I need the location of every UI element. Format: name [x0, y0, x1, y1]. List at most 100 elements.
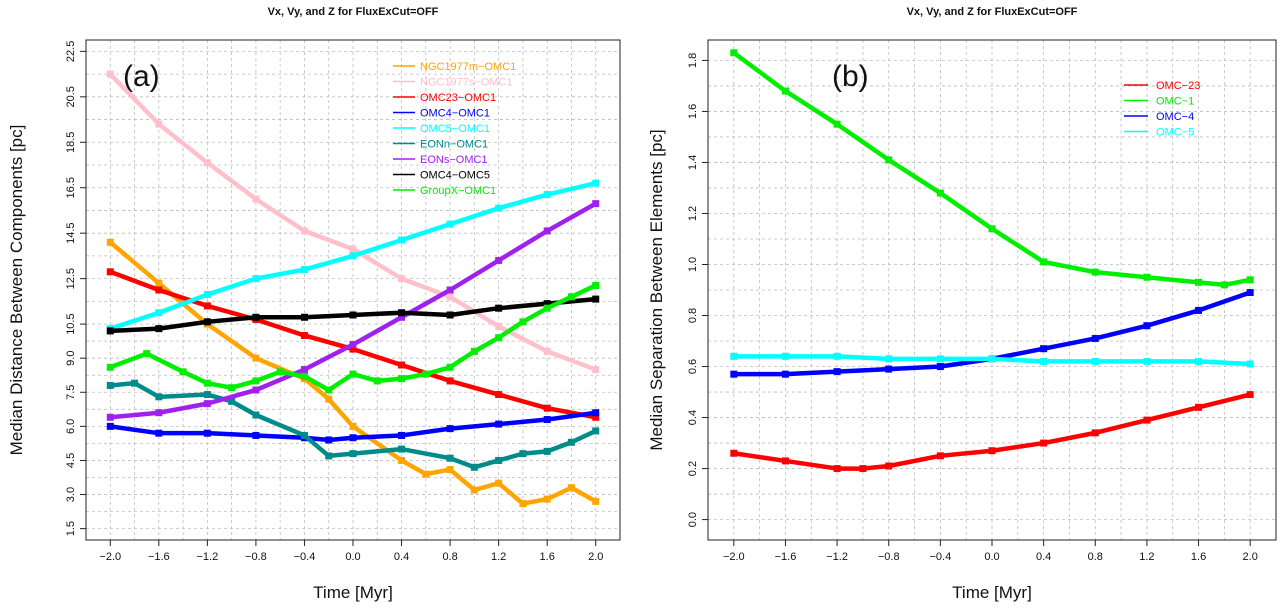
series-omc-5 [730, 352, 1254, 368]
y-tick-label: 3.0 [65, 487, 77, 502]
y-tick-label: 4.5 [65, 453, 77, 468]
data-point [422, 370, 430, 378]
data-point [730, 370, 738, 378]
data-point [325, 395, 333, 403]
data-point [1143, 273, 1151, 281]
y-tick-label: 1.4 [687, 155, 699, 170]
x-tick-label: 0.0 [345, 551, 360, 563]
data-point [203, 391, 211, 399]
data-point [398, 309, 406, 317]
y-tick-label: 12.5 [65, 268, 77, 289]
data-point [781, 457, 789, 465]
legend-item: OMC23−OMC1 [393, 92, 496, 104]
data-point [730, 352, 738, 360]
legend-label: OMC5−OMC1 [420, 123, 490, 135]
data-point [398, 445, 406, 453]
data-point [252, 431, 260, 439]
data-point [203, 379, 211, 387]
data-point [1091, 429, 1099, 437]
data-point [1195, 306, 1203, 314]
series-line [109, 410, 597, 443]
data-point [567, 438, 575, 446]
data-point [155, 409, 163, 417]
data-point [592, 497, 600, 505]
data-point [833, 120, 841, 128]
data-point [495, 322, 503, 330]
y-tick-label: 0.6 [687, 359, 699, 374]
data-point [885, 355, 893, 363]
data-point [252, 386, 260, 394]
data-point [228, 384, 236, 392]
legend-label: OMC4−OMC5 [420, 170, 490, 182]
data-point [781, 87, 789, 95]
y-tick-label: 7.5 [65, 385, 77, 400]
y-tick-label: 1.6 [687, 104, 699, 119]
data-point [519, 450, 527, 458]
series-line [733, 392, 1251, 471]
data-point [203, 302, 211, 310]
x-tick-label: −1.6 [148, 551, 170, 563]
data-point [936, 363, 944, 371]
data-point [422, 470, 430, 478]
data-point [592, 366, 600, 374]
data-point [567, 293, 575, 301]
data-point [1040, 357, 1048, 365]
legend-label: OMC−23 [1156, 80, 1200, 92]
data-point [592, 409, 600, 417]
data-point [349, 245, 357, 253]
y-tick-label: 1.5 [65, 521, 77, 536]
data-point [470, 347, 478, 355]
data-point [833, 352, 841, 360]
data-point [398, 361, 406, 369]
data-point [203, 429, 211, 437]
x-tick-label: −0.4 [294, 551, 316, 563]
data-point [592, 427, 600, 435]
x-tick-label: 0.8 [1088, 551, 1103, 563]
data-point [936, 452, 944, 460]
data-point [543, 495, 551, 503]
data-point [325, 386, 333, 394]
legend-label: EONn−OMC1 [420, 139, 488, 151]
data-point [567, 484, 575, 492]
x-tick-label: −0.4 [930, 551, 952, 563]
data-point [1195, 403, 1203, 411]
data-point [398, 236, 406, 244]
data-point [203, 291, 211, 299]
data-point [470, 463, 478, 471]
data-point [543, 227, 551, 235]
y-axis-label-b: Median Separation Between Elements [pc] [647, 129, 666, 450]
data-point [300, 431, 308, 439]
data-point [495, 256, 503, 264]
data-point [592, 413, 600, 421]
series-omc4-omc1 [106, 409, 600, 444]
x-tick-label: 1.6 [540, 551, 555, 563]
x-tick-label: 0.8 [442, 551, 457, 563]
data-point [106, 327, 114, 335]
legend-label: GroupX−OMC1 [420, 185, 496, 197]
data-point [398, 375, 406, 383]
y-tick-label: 20.5 [65, 86, 77, 107]
legend-item: OMC4−OMC1 [393, 108, 490, 120]
series-eonn-omc1 [106, 379, 600, 471]
data-point [446, 286, 454, 294]
y-tick-label: 0.8 [687, 308, 699, 323]
y-tick-label: 14.5 [65, 222, 77, 243]
data-point [252, 275, 260, 283]
y-tick-label: 0.4 [687, 410, 699, 425]
data-point [1143, 357, 1151, 365]
data-point [155, 393, 163, 401]
legend-b: OMC−23 OMC−1 OMC−4 OMC−5 [1124, 80, 1200, 139]
data-point [446, 220, 454, 228]
y-tick-label: 9.0 [65, 351, 77, 366]
data-point [106, 268, 114, 276]
legend-label: OMC23−OMC1 [420, 92, 496, 104]
legend-label: NGC1977s−OMC1 [420, 77, 513, 89]
data-point [349, 422, 357, 430]
data-point [349, 345, 357, 353]
data-point [1220, 281, 1228, 289]
data-point [543, 404, 551, 412]
series-line [108, 240, 597, 506]
data-point [446, 293, 454, 301]
data-point [1246, 360, 1254, 368]
data-point [519, 500, 527, 508]
